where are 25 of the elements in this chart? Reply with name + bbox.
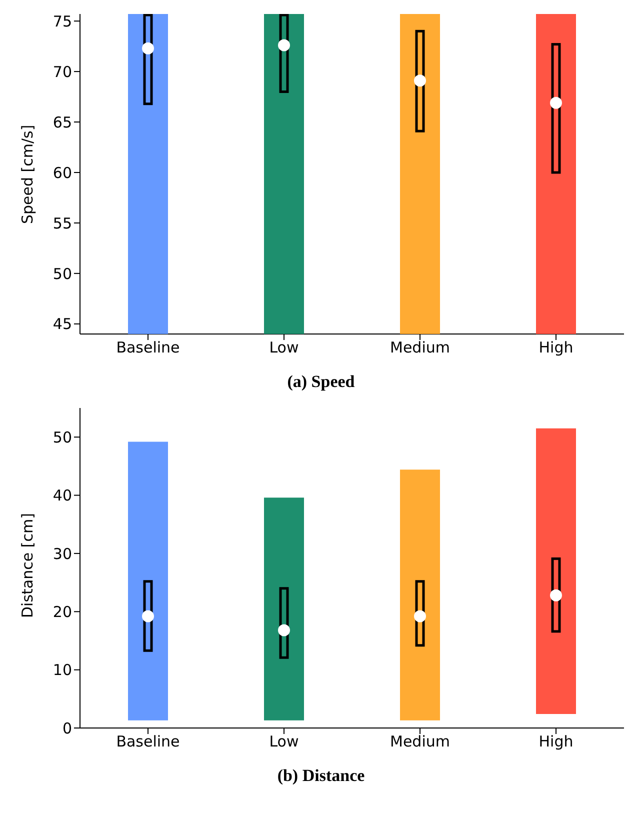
x-tick-label: Medium <box>390 338 450 357</box>
y-tick-label: 75 <box>52 12 72 30</box>
y-axis-title: Distance [cm] <box>18 513 36 618</box>
x-tick-label: Low <box>269 732 299 751</box>
y-tick-label: 50 <box>52 264 72 283</box>
y-axis-title: Speed [cm/s] <box>18 124 36 224</box>
y-tick-label: 0 <box>62 719 72 738</box>
y-tick-label: 20 <box>52 602 72 621</box>
y-tick-label: 40 <box>52 486 72 505</box>
y-tick-label: 65 <box>52 113 72 132</box>
y-tick-label: 70 <box>52 62 72 81</box>
x-tick-label: Baseline <box>116 338 180 357</box>
y-tick-label: 30 <box>52 544 72 563</box>
x-tick-label: High <box>538 732 574 751</box>
y-tick-label: 55 <box>52 214 72 232</box>
y-tick-label: 10 <box>52 661 72 680</box>
x-tick-label: High <box>538 338 574 357</box>
x-tick-label: Medium <box>390 732 450 751</box>
y-tick-label: 60 <box>52 164 72 182</box>
x-tick-label: Low <box>269 338 299 357</box>
x-tick-label: Baseline <box>116 732 180 751</box>
y-tick-label: 45 <box>52 315 72 334</box>
text: (a) Speed <box>286 372 356 392</box>
y-tick-label: 50 <box>52 428 72 446</box>
text: (b) Distance <box>276 766 366 786</box>
